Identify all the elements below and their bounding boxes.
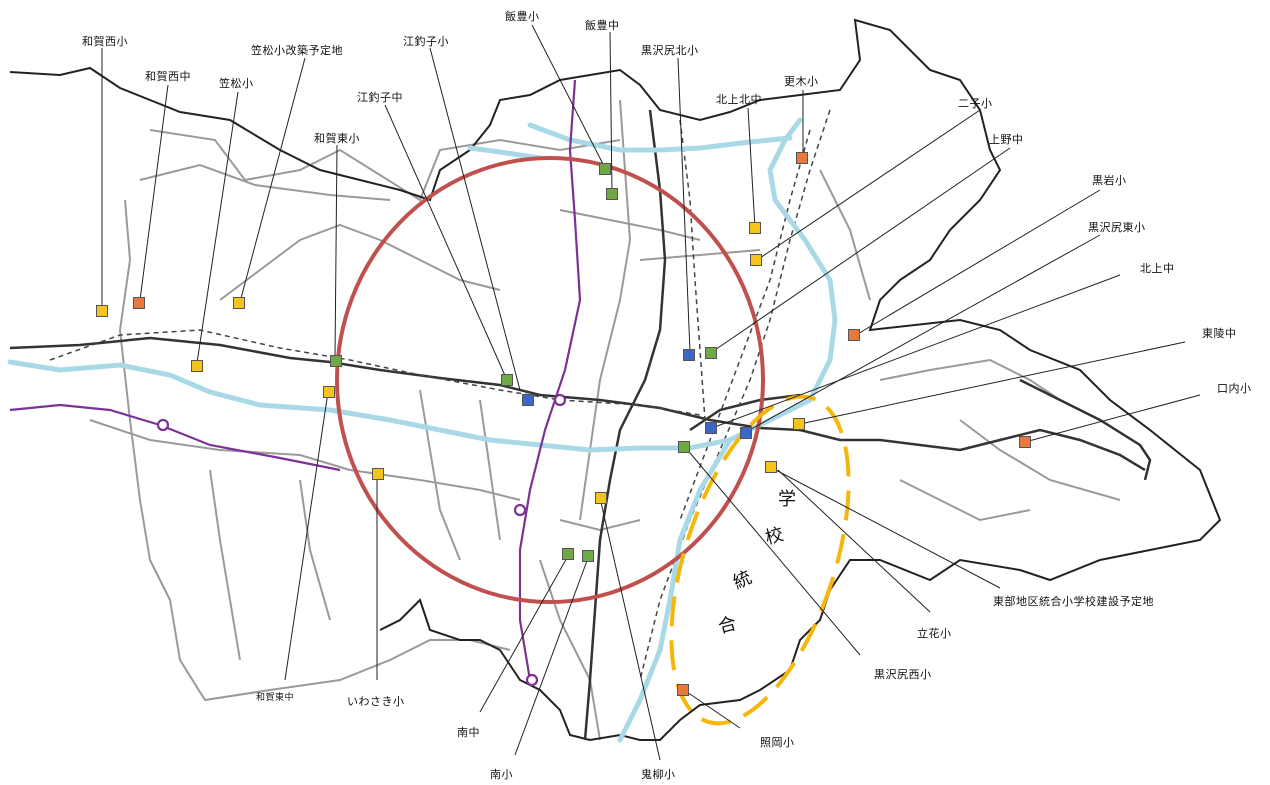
marker-ueno-chu[interactable] bbox=[705, 347, 717, 359]
label-kitakami-chu: 北上中 bbox=[1140, 262, 1175, 275]
main-roads bbox=[9, 109, 1152, 741]
marker-kurosawajiri-higashi-sho[interactable] bbox=[740, 427, 752, 439]
marker-kasamatsu-kaichiku[interactable] bbox=[233, 297, 245, 309]
district-boundaries bbox=[89, 99, 1121, 741]
label-etsuriko-sho: 江釣子小 bbox=[403, 35, 449, 48]
marker-kuchiuchi-sho[interactable] bbox=[1019, 436, 1031, 448]
marker-kurosawajiri-nishi-sho[interactable] bbox=[678, 441, 690, 453]
marker-wagahigashi-sho[interactable] bbox=[330, 355, 342, 367]
marker-kuroiwa-sho[interactable] bbox=[848, 329, 860, 341]
railways bbox=[49, 109, 831, 681]
label-wagahigashi-sho: 和賀東小 bbox=[314, 132, 360, 145]
label-tachibana-sho: 立花小 bbox=[917, 627, 952, 640]
label-iitoyo-sho: 飯豊小 bbox=[505, 10, 540, 23]
label-minami-sho: 南小 bbox=[490, 768, 513, 781]
label-tobu-togo: 東部地区統合小学校建設予定地 bbox=[993, 595, 1154, 608]
marker-kurosawajiri-kita-sho[interactable] bbox=[683, 349, 695, 361]
marker-onikawa-sho[interactable] bbox=[595, 492, 607, 504]
label-futago-sho: 二子小 bbox=[958, 97, 993, 110]
integration-char-1: 学 bbox=[778, 489, 796, 510]
label-iitoyo-chu: 飯豊中 bbox=[585, 19, 620, 32]
label-onikawa-sho: 鬼柳小 bbox=[641, 768, 676, 781]
marker-kasamatsu-sho[interactable] bbox=[191, 360, 203, 372]
label-etsuriko-chu: 江釣子中 bbox=[357, 91, 403, 104]
label-toryo-chu: 東陵中 bbox=[1202, 327, 1237, 340]
marker-iwasaki-sho[interactable] bbox=[372, 468, 384, 480]
marker-iitoyo-sho[interactable] bbox=[599, 163, 611, 175]
marker-wagahigashi-chu[interactable] bbox=[323, 386, 335, 398]
marker-etsuriko-sho[interactable] bbox=[522, 394, 534, 406]
marker-futago-sho[interactable] bbox=[750, 254, 762, 266]
label-wagasei-sho: 和賀西小 bbox=[82, 35, 128, 48]
integration-area-ellipse bbox=[669, 394, 851, 726]
leader-lines bbox=[101, 24, 1201, 761]
marker-teruoka-sho[interactable] bbox=[677, 684, 689, 696]
marker-iitoyo-chu[interactable] bbox=[606, 188, 618, 200]
marker-etsuriko-chu[interactable] bbox=[501, 374, 513, 386]
label-teruoka-sho: 照岡小 bbox=[760, 736, 795, 749]
label-wagasei-chu: 和賀西中 bbox=[145, 70, 191, 83]
label-kurosawajiri-kita-sho: 黒沢尻北小 bbox=[641, 44, 699, 57]
label-kuroiwa-sho: 黒岩小 bbox=[1092, 174, 1127, 187]
label-kasamatsu-sho: 笠松小 bbox=[219, 77, 254, 90]
marker-toryo-chu[interactable] bbox=[793, 418, 805, 430]
label-iwasaki-sho: いわさき小 bbox=[347, 695, 405, 708]
label-kuchiuchi-sho: 口内小 bbox=[1217, 382, 1252, 395]
expressway bbox=[9, 79, 582, 687]
label-minami-chu: 南中 bbox=[457, 726, 480, 739]
marker-kitakami-chu[interactable] bbox=[705, 422, 717, 434]
label-kasamatsu-kaichiku: 笠松小改築予定地 bbox=[251, 44, 343, 57]
marker-minami-sho[interactable] bbox=[582, 550, 594, 562]
marker-minami-chu[interactable] bbox=[562, 548, 574, 560]
label-kitakami-kita-chu: 北上北中 bbox=[716, 93, 762, 106]
label-kurosawajiri-nishi-sho: 黒沢尻西小 bbox=[874, 668, 932, 681]
label-sarashina-sho: 更木小 bbox=[784, 75, 819, 88]
marker-wagasei-sho[interactable] bbox=[96, 305, 108, 317]
target-area-circle bbox=[335, 156, 765, 604]
marker-sarashina-sho[interactable] bbox=[796, 152, 808, 164]
label-wagahigashi-chu: 和賀東中 bbox=[256, 693, 295, 703]
city-boundary bbox=[9, 18, 1222, 742]
marker-kitakami-kita-chu[interactable] bbox=[749, 222, 761, 234]
label-kurosawajiri-higashi-sho: 黒沢尻東小 bbox=[1088, 221, 1146, 234]
label-ueno-chu: 上野中 bbox=[989, 133, 1024, 146]
marker-tobu-togo[interactable] bbox=[765, 461, 777, 473]
marker-wagasei-chu[interactable] bbox=[133, 297, 145, 309]
